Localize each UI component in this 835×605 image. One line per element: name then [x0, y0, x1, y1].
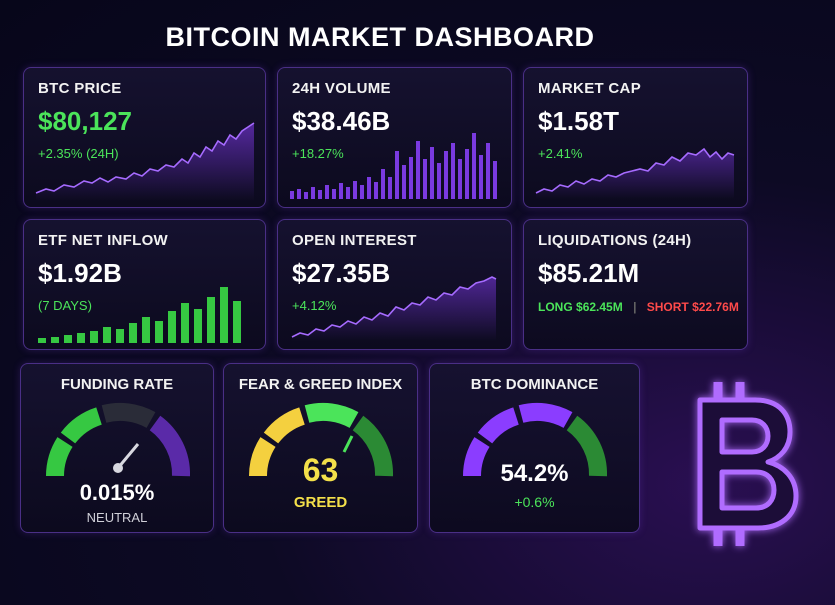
bitcoin-icon — [697, 382, 799, 546]
fear-greed-status: GREED — [293, 494, 348, 511]
open-interest-label: OPEN INTEREST — [292, 232, 417, 249]
btc-price-change: +2.35% (24H) — [38, 146, 119, 161]
dominance-label: BTC DOMINANCE — [470, 376, 599, 393]
long-label: LONG — [538, 300, 573, 314]
etf-inflow-card[interactable]: ETF NET INFLOW $1.92B (7 DAYS) — [23, 219, 266, 350]
liquidations-card[interactable]: LIQUIDATIONS (24H) $85.21M LONG $62.45M … — [523, 219, 748, 350]
funding-value: 0.015% — [79, 480, 155, 505]
dashboard-title: BITCOIN MARKET DASHBOARD — [165, 22, 595, 52]
market-cap-label: MARKET CAP — [538, 80, 641, 97]
etf-value: $1.92B — [38, 258, 122, 288]
open-interest-card[interactable]: OPEN INTEREST $27.35B +4.12% — [277, 219, 512, 350]
volume-value: $38.46B — [292, 106, 391, 136]
market-cap-sparkline — [535, 147, 735, 199]
funding-rate-card[interactable]: FUNDING RATE 0.015% NEUTRAL — [20, 363, 214, 533]
funding-status: NEUTRAL — [86, 510, 148, 525]
liquidations-value: $85.21M — [538, 258, 640, 288]
btc-price-label: BTC PRICE — [38, 80, 122, 97]
market-cap-value: $1.58T — [538, 106, 619, 136]
liquidations-separator: | — [633, 300, 637, 314]
open-interest-change: +4.12% — [292, 298, 337, 313]
volume-bars — [290, 133, 497, 199]
btc-dominance-card[interactable]: BTC DOMINANCE 54.2% +0.6% — [429, 363, 640, 533]
etf-bars — [38, 287, 241, 343]
dominance-gauge — [463, 402, 608, 477]
fear-greed-card[interactable]: FEAR & GREED INDEX 63 GREED — [223, 363, 418, 533]
funding-gauge — [46, 402, 191, 477]
open-interest-sparkline — [291, 276, 497, 341]
liquidations-label: LIQUIDATIONS (24H) — [538, 232, 692, 249]
funding-label: FUNDING RATE — [60, 376, 174, 393]
dominance-change: +0.6% — [514, 494, 555, 510]
btc-price-sparkline — [35, 122, 255, 201]
etf-period: (7 DAYS) — [38, 298, 92, 313]
long-value: $62.45M — [576, 300, 623, 314]
etf-label: ETF NET INFLOW — [38, 232, 169, 249]
market-cap-card[interactable]: MARKET CAP $1.58T +2.41% — [523, 67, 748, 208]
liquidations-breakdown: LONG $62.45M | SHORT $22.76M — [538, 300, 739, 314]
market-cap-change: +2.41% — [538, 146, 583, 161]
short-label: SHORT — [646, 300, 689, 314]
fear-greed-value: 63 — [302, 452, 339, 488]
volume-change: +18.27% — [292, 146, 344, 161]
volume-card[interactable]: 24H VOLUME $38.46B +18.27% — [277, 67, 512, 208]
open-interest-value: $27.35B — [292, 258, 391, 288]
btc-price-value: $80,127 — [38, 106, 132, 136]
btc-price-card[interactable]: BTC PRICE $80,127 +2.35% (24H) — [23, 67, 266, 208]
fear-greed-label: FEAR & GREED INDEX — [238, 376, 403, 393]
short-value: $22.76M — [692, 300, 739, 314]
fear-greed-gauge — [249, 402, 394, 477]
volume-label: 24H VOLUME — [292, 80, 391, 97]
dominance-value: 54.2% — [500, 460, 569, 487]
